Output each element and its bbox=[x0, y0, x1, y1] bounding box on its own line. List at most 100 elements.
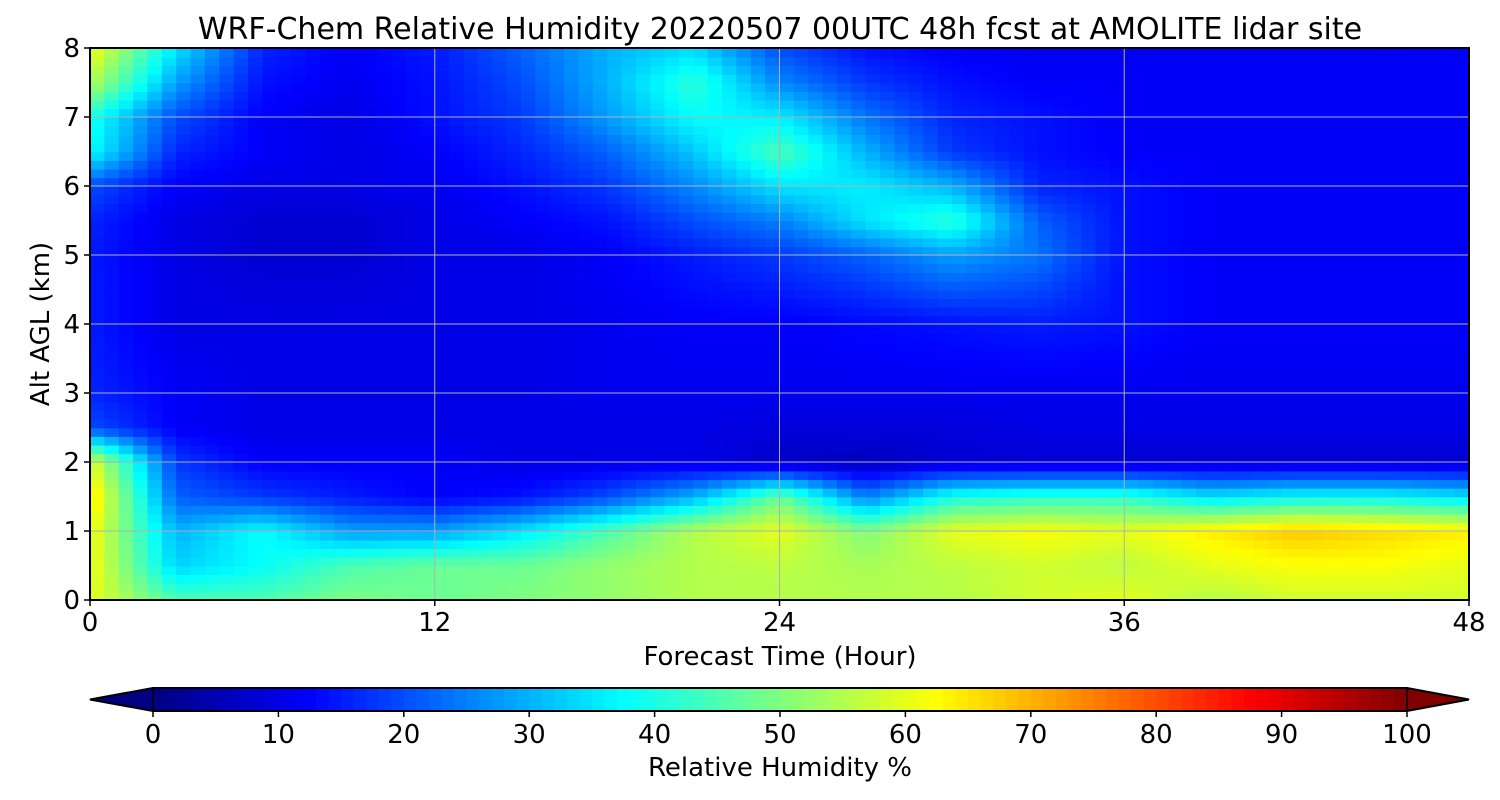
heatmap-cell bbox=[1425, 462, 1442, 472]
heatmap-cell bbox=[477, 367, 493, 377]
heatmap-cell bbox=[880, 246, 896, 256]
heatmap-cell bbox=[1224, 332, 1240, 343]
heatmap-cell bbox=[836, 341, 853, 351]
heatmap-cell bbox=[248, 496, 264, 506]
heatmap-cell bbox=[549, 211, 565, 222]
heatmap-cell bbox=[492, 393, 508, 403]
heatmap-cell bbox=[793, 246, 810, 256]
heatmap-cell bbox=[880, 531, 896, 541]
heatmap-cell bbox=[1411, 246, 1427, 256]
heatmap-cell bbox=[391, 194, 407, 205]
heatmap-cell bbox=[1038, 194, 1054, 205]
heatmap-cell bbox=[276, 237, 292, 248]
heatmap-cell bbox=[477, 496, 493, 506]
heatmap-cell bbox=[90, 384, 106, 394]
heatmap-cell bbox=[161, 186, 177, 196]
heatmap-cell bbox=[1023, 186, 1039, 196]
heatmap-cell bbox=[1253, 315, 1269, 325]
heatmap-cell bbox=[1411, 410, 1427, 420]
heatmap-cell bbox=[650, 298, 666, 308]
heatmap-cell bbox=[1023, 367, 1039, 377]
heatmap-cell bbox=[1066, 332, 1082, 343]
heatmap-cell bbox=[693, 341, 709, 351]
heatmap-cell bbox=[707, 203, 723, 213]
heatmap-cell bbox=[90, 565, 106, 575]
heatmap-cell bbox=[1081, 272, 1097, 282]
heatmap-cell bbox=[1397, 539, 1413, 550]
heatmap-cell bbox=[578, 246, 594, 256]
heatmap-cell bbox=[348, 341, 364, 351]
heatmap-cell bbox=[1066, 367, 1082, 377]
heatmap-cell bbox=[219, 229, 235, 239]
heatmap-cell bbox=[865, 513, 881, 524]
heatmap-cell bbox=[449, 505, 465, 515]
heatmap-cell bbox=[1454, 393, 1469, 403]
heatmap-cell bbox=[1382, 470, 1398, 481]
heatmap-cell bbox=[1009, 384, 1025, 394]
heatmap-cell bbox=[951, 272, 968, 282]
heatmap-cell bbox=[1038, 220, 1054, 230]
heatmap-cell bbox=[1239, 410, 1255, 420]
heatmap-cell bbox=[377, 255, 393, 265]
heatmap-cell bbox=[477, 470, 493, 481]
heatmap-cell bbox=[1267, 539, 1284, 550]
heatmap-cell bbox=[1081, 168, 1097, 179]
heatmap-cell bbox=[664, 444, 680, 455]
heatmap-cell bbox=[377, 367, 393, 377]
heatmap-cell bbox=[1411, 315, 1427, 325]
heatmap-cell bbox=[520, 556, 537, 567]
heatmap-cell bbox=[549, 384, 565, 394]
heatmap-cell bbox=[291, 358, 307, 368]
heatmap-cell bbox=[535, 168, 551, 179]
heatmap-cell bbox=[305, 556, 321, 567]
heatmap-cell bbox=[319, 591, 335, 600]
heatmap-cell bbox=[520, 375, 537, 386]
heatmap-cell bbox=[1267, 229, 1284, 239]
heatmap-cell bbox=[578, 194, 594, 205]
heatmap-cell bbox=[923, 324, 939, 334]
heatmap-cell bbox=[406, 410, 422, 420]
heatmap-cell bbox=[291, 315, 307, 325]
heatmap-cell bbox=[348, 462, 364, 472]
heatmap-cell bbox=[1224, 229, 1240, 239]
heatmap-cell bbox=[319, 315, 335, 325]
heatmap-cell bbox=[808, 384, 824, 394]
heatmap-cell bbox=[420, 341, 436, 351]
heatmap-cell bbox=[1124, 479, 1140, 489]
heatmap-cell bbox=[1138, 246, 1154, 256]
heatmap-cell bbox=[578, 255, 594, 265]
heatmap-cell bbox=[233, 220, 249, 230]
heatmap-cell bbox=[1296, 505, 1312, 515]
heatmap-cell bbox=[90, 349, 106, 360]
heatmap-cell bbox=[104, 332, 120, 343]
heatmap-cell bbox=[362, 298, 379, 308]
heatmap-cell bbox=[1196, 203, 1212, 213]
heatmap-cell bbox=[607, 548, 623, 558]
heatmap-cell bbox=[434, 548, 450, 558]
heatmap-cell bbox=[693, 151, 709, 161]
heatmap-cell bbox=[1167, 186, 1183, 196]
heatmap-cell bbox=[1425, 263, 1442, 274]
heatmap-cell bbox=[592, 453, 608, 463]
heatmap-cell bbox=[1454, 289, 1469, 299]
heatmap-cell bbox=[1052, 211, 1068, 222]
heatmap-cell bbox=[851, 186, 867, 196]
heatmap-cell bbox=[463, 160, 479, 170]
heatmap-cell bbox=[1124, 591, 1140, 600]
heatmap-cell bbox=[248, 591, 264, 600]
heatmap-cell bbox=[678, 582, 695, 593]
heatmap-cell bbox=[693, 539, 709, 550]
heatmap-cell bbox=[262, 453, 278, 463]
heatmap-cell bbox=[334, 160, 350, 170]
heatmap-cell bbox=[1138, 229, 1154, 239]
heatmap-cell bbox=[104, 255, 120, 265]
heatmap-cell bbox=[808, 263, 824, 274]
heatmap-cell bbox=[219, 186, 235, 196]
heatmap-cell bbox=[880, 470, 896, 481]
heatmap-cell bbox=[937, 565, 953, 575]
heatmap-cell bbox=[1440, 160, 1456, 170]
heatmap-cell bbox=[348, 160, 364, 170]
heatmap-cell bbox=[362, 168, 379, 179]
heatmap-cell bbox=[994, 401, 1011, 412]
heatmap-cell bbox=[966, 531, 982, 541]
